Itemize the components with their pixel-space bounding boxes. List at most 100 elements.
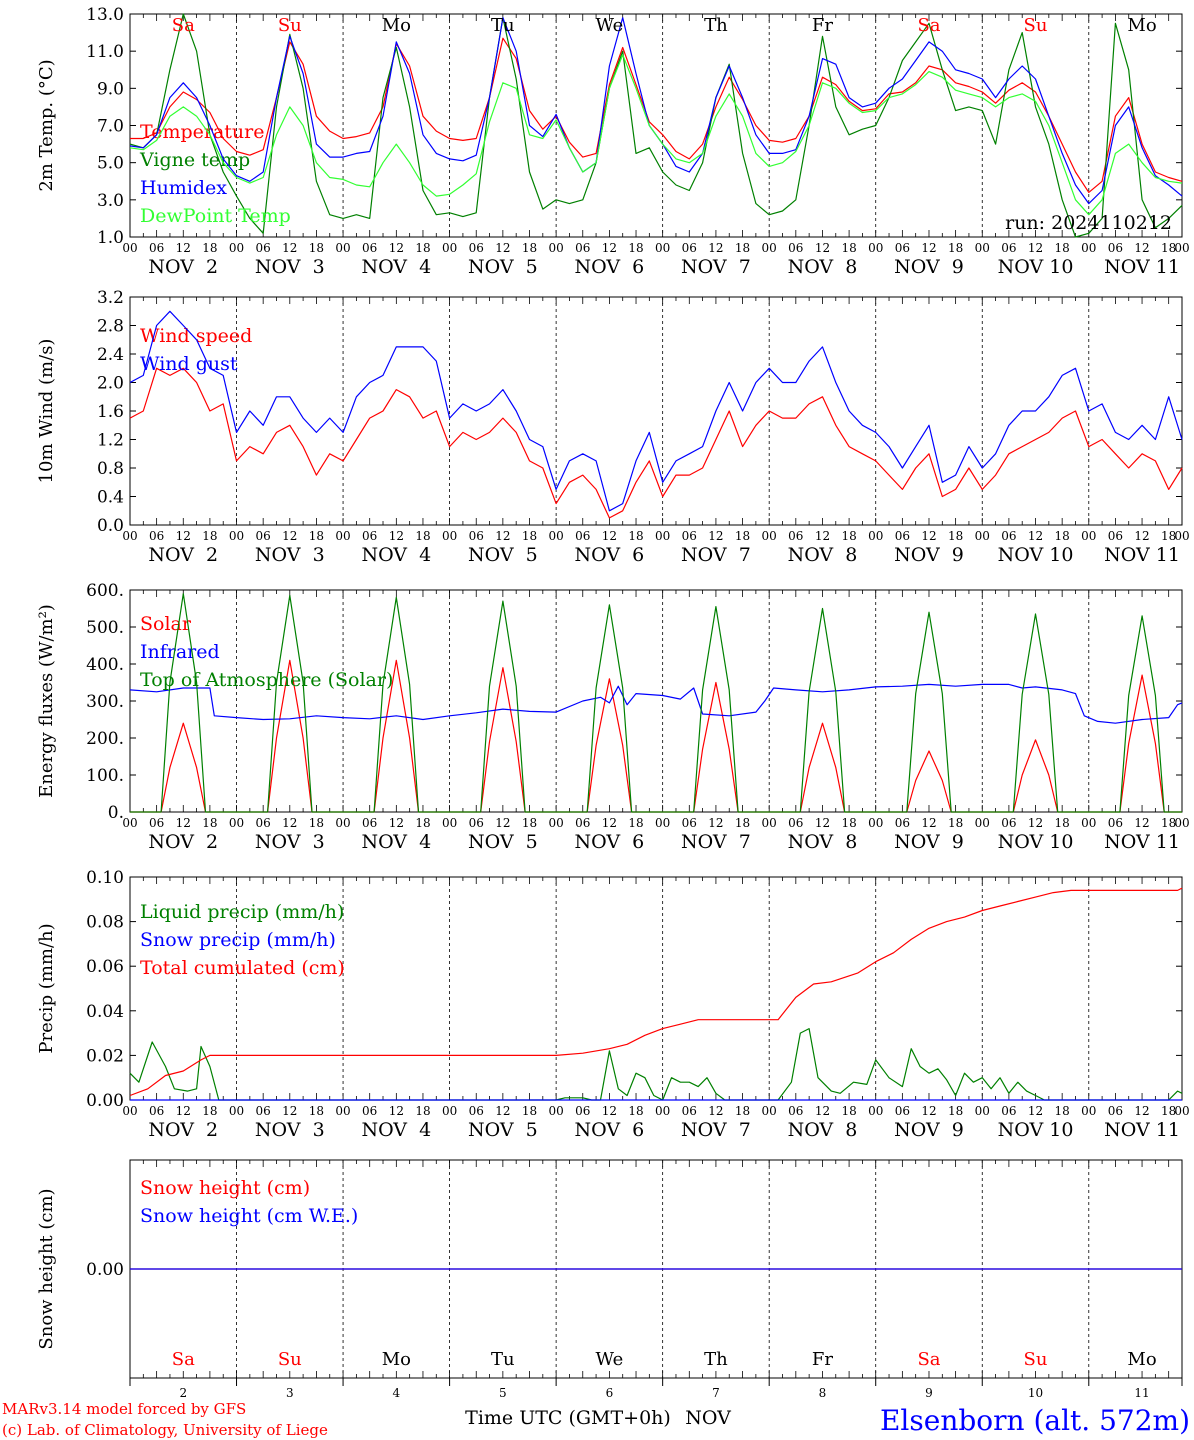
- date-label: NOV 6: [575, 544, 645, 566]
- hour-tick-label: 06: [895, 1104, 910, 1118]
- hour-tick-label: 18: [415, 816, 430, 830]
- hour-tick-label: 00: [548, 816, 563, 830]
- hour-tick-label: 00: [442, 1104, 457, 1118]
- hour-tick-label: 00: [975, 529, 990, 543]
- hour-tick-label: 12: [921, 1104, 936, 1118]
- hour-tick-label: 12: [495, 816, 510, 830]
- hour-tick-label: 06: [256, 529, 271, 543]
- hour-tick-label: 12: [1028, 1104, 1043, 1118]
- hour-tick-label: 06: [149, 529, 164, 543]
- date-label: NOV 3: [255, 1119, 325, 1141]
- day-number-label: 4: [393, 1386, 401, 1400]
- legend-entry: Solar: [140, 613, 192, 635]
- date-label: NOV 11: [1104, 831, 1180, 853]
- legend-entry: Wind speed: [140, 325, 252, 347]
- hour-tick-label: 06: [1001, 529, 1016, 543]
- hour-tick-label: 12: [1134, 241, 1149, 255]
- hour-tick-label: 12: [176, 1104, 191, 1118]
- hour-tick-label: 12: [921, 816, 936, 830]
- date-label: NOV 9: [894, 831, 964, 853]
- model-credit: MARv3.14 model forced by GFS: [2, 1400, 246, 1418]
- hour-tick-label: 12: [1028, 816, 1043, 830]
- station-title: Elsenborn (alt. 572m): [880, 1404, 1190, 1437]
- hour-tick-label: 18: [309, 529, 324, 543]
- hour-tick-label: 06: [149, 816, 164, 830]
- y-tick-label: 0.0: [97, 516, 124, 536]
- panel-frame: [129, 589, 1183, 813]
- weekday-label: We: [596, 15, 624, 36]
- day-number-label: 8: [819, 1386, 827, 1400]
- date-label: NOV 4: [361, 544, 431, 566]
- date-label: NOV 8: [788, 1119, 858, 1141]
- hour-tick-label: 06: [895, 241, 910, 255]
- hour-tick-label: 00: [548, 241, 563, 255]
- hour-tick-label: 06: [362, 1104, 377, 1118]
- hour-tick-label: 00: [868, 1104, 883, 1118]
- hour-tick-label: 18: [202, 1104, 217, 1118]
- hour-tick-label: 00: [335, 1104, 350, 1118]
- hour-tick-label: 06: [788, 1104, 803, 1118]
- day-number-label: 5: [499, 1386, 507, 1400]
- panel-energy: 0. 100. 200. 300. 400. 500. 600. Energy fluxes …: [36, 581, 1190, 853]
- hour-tick-label: 12: [282, 241, 297, 255]
- day-number-label: 9: [925, 1386, 933, 1400]
- hour-tick-label: 00: [655, 529, 670, 543]
- date-label: NOV 8: [788, 256, 858, 278]
- date-label: NOV 11: [1104, 256, 1180, 278]
- hour-tick-label: 06: [575, 529, 590, 543]
- panel-snow: 0.00 Snow height (cm) Snow height (cm) Snow…: [36, 1159, 1183, 1400]
- hour-tick-label: 18: [522, 816, 537, 830]
- hour-tick-label: 06: [682, 529, 697, 543]
- hour-tick-label: 12: [815, 816, 830, 830]
- hour-tick-label: 18: [1161, 816, 1176, 830]
- y-tick-label: 5.0: [97, 154, 124, 174]
- y-tick-label: 500.: [86, 618, 124, 638]
- hour-tick-label: 18: [309, 816, 324, 830]
- date-label: NOV 10: [998, 831, 1074, 853]
- hour-tick-label: 18: [1161, 241, 1176, 255]
- y-tick-label: 100.: [86, 766, 124, 786]
- hour-tick-label: 00: [1174, 529, 1189, 543]
- hour-tick-label: 00: [229, 529, 244, 543]
- hour-tick-label: 06: [1001, 241, 1016, 255]
- series-line-precip-0: [129, 1027, 1183, 1101]
- y-tick-label: 7.0: [97, 117, 124, 137]
- hour-tick-label: 00: [1174, 241, 1189, 255]
- date-label: NOV 10: [998, 256, 1074, 278]
- date-label: NOV 7: [681, 831, 751, 853]
- hour-tick-label: 00: [655, 1104, 670, 1118]
- hour-tick-label: 12: [495, 1104, 510, 1118]
- weekday-label: Sa: [917, 15, 940, 36]
- legend-entry: Temperature: [140, 121, 264, 143]
- hour-tick-label: 12: [1134, 529, 1149, 543]
- date-label: NOV 9: [894, 1119, 964, 1141]
- hour-tick-label: 18: [1055, 816, 1070, 830]
- weekday-label: Mo: [1127, 15, 1156, 36]
- hour-tick-label: 06: [1001, 816, 1016, 830]
- weekday-label: Tu: [491, 15, 515, 36]
- hour-tick-label: 06: [1108, 816, 1123, 830]
- date-label: NOV 6: [575, 256, 645, 278]
- hour-tick-label: 06: [149, 241, 164, 255]
- hour-tick-label: 18: [841, 241, 856, 255]
- hour-tick-label: 00: [762, 816, 777, 830]
- series-line-energy-2: [130, 593, 1182, 813]
- series-line-wind-1: [129, 310, 1183, 512]
- hour-tick-label: 12: [282, 816, 297, 830]
- day-number-label: 2: [179, 1386, 187, 1400]
- hour-tick-label: 18: [202, 529, 217, 543]
- hour-tick-label: 00: [1081, 241, 1096, 255]
- hour-tick-label: 12: [495, 241, 510, 255]
- y-tick-label: 0.02: [86, 1046, 124, 1066]
- y-tick-label: 1.2: [97, 431, 124, 451]
- hour-tick-label: 06: [1001, 1104, 1016, 1118]
- hour-tick-label: 18: [309, 241, 324, 255]
- hour-tick-label: 06: [682, 241, 697, 255]
- y-tick-label: 0.04: [86, 1002, 124, 1022]
- hour-tick-label: 06: [1108, 529, 1123, 543]
- hour-tick-label: 06: [469, 529, 484, 543]
- y-tick-label: 1.6: [97, 402, 124, 422]
- y-tick-label: 0.00: [86, 1091, 124, 1111]
- hour-tick-label: 06: [256, 816, 271, 830]
